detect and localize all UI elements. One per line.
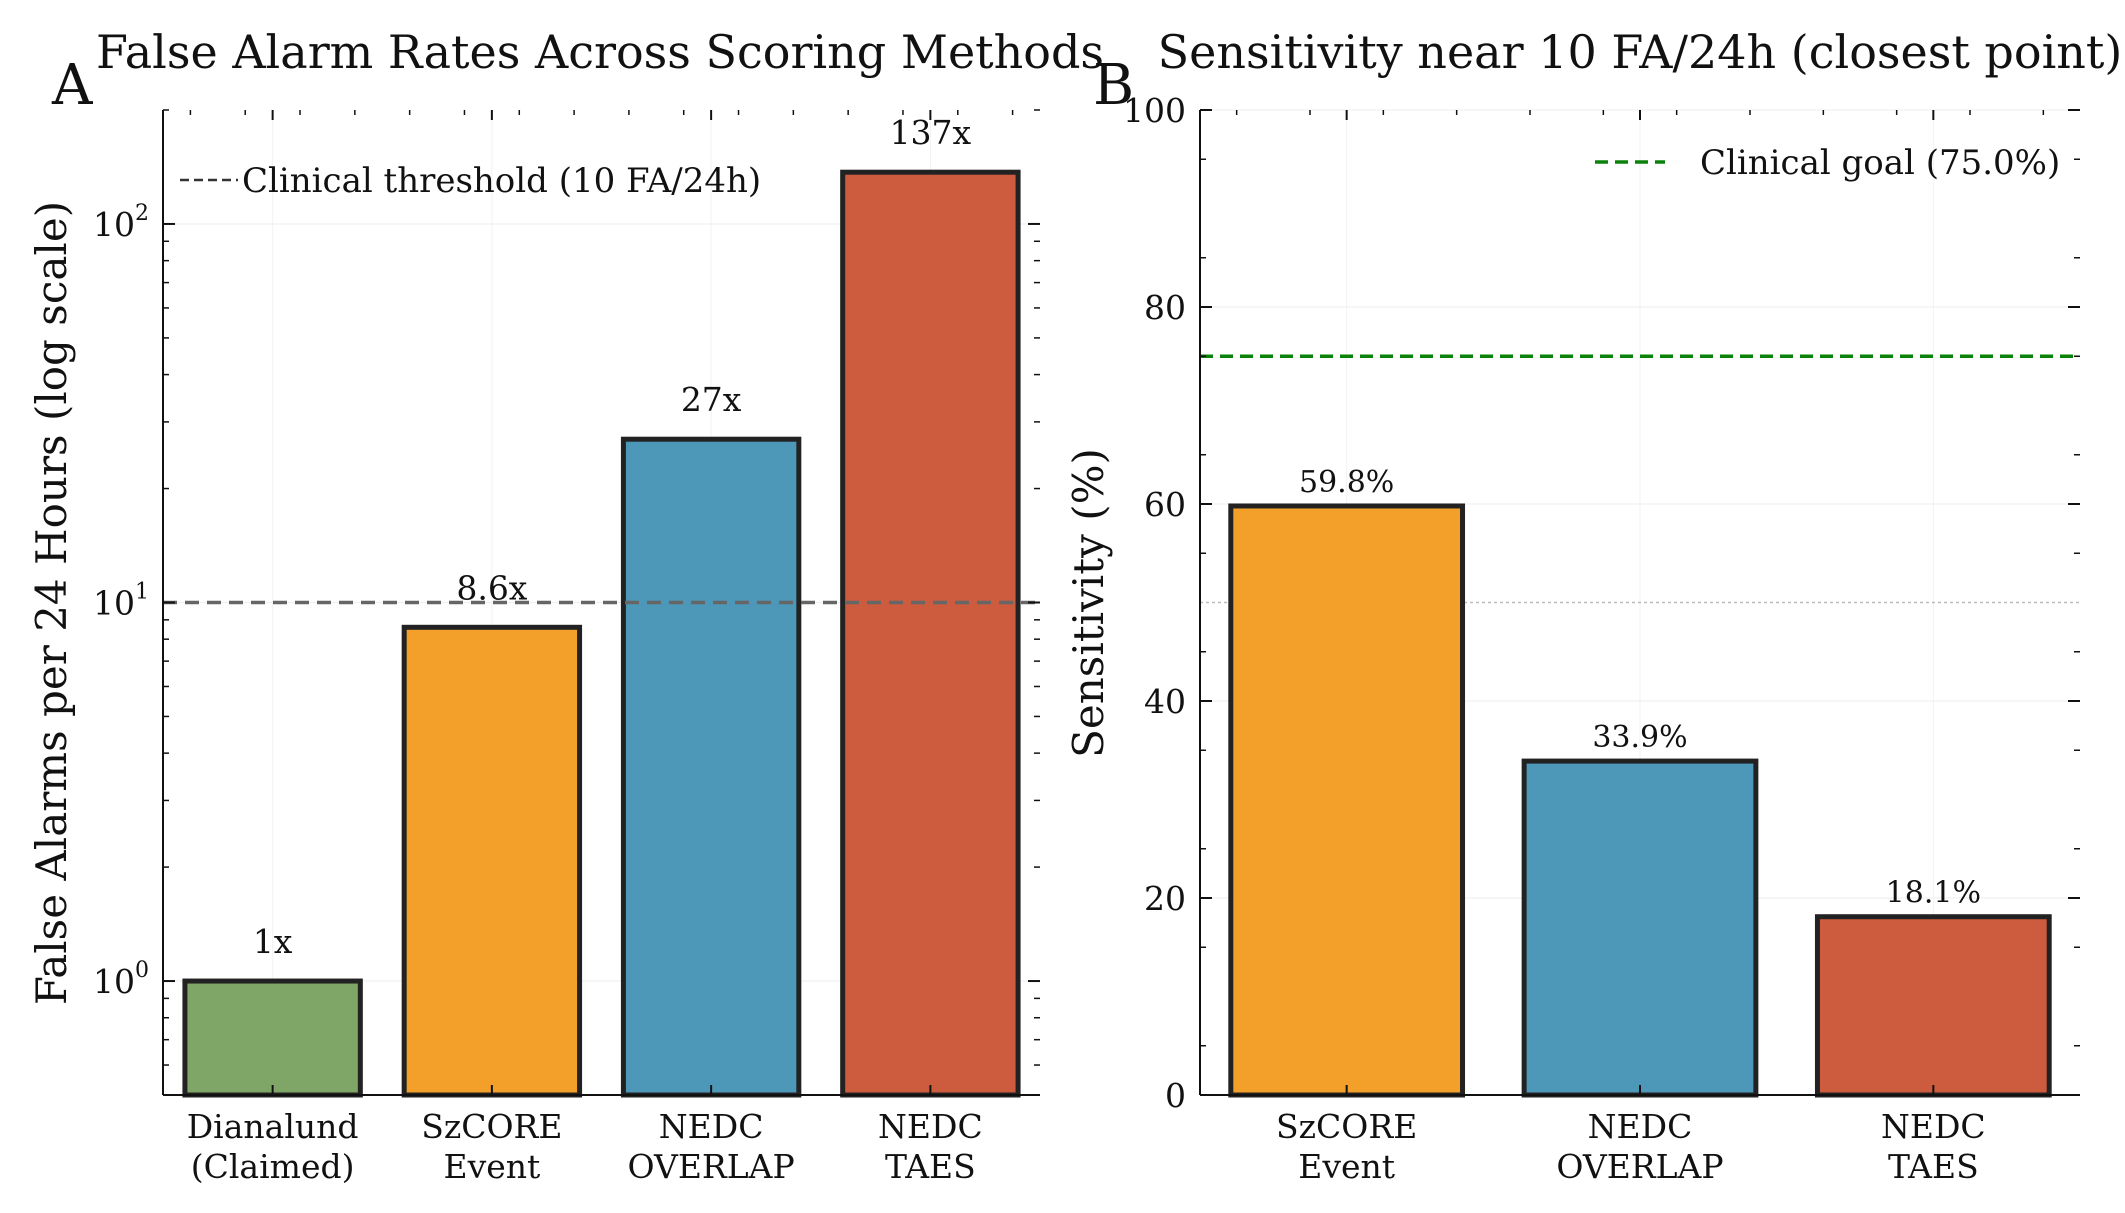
- panel-b-ytick-label: 100: [1123, 91, 1186, 130]
- panel-a-bar: [182, 978, 363, 1098]
- panel-b: B Sensitivity near 10 FA/24h (closest po…: [1064, 25, 2122, 1186]
- panel-b-ytick-label: 40: [1144, 682, 1186, 721]
- panel-b-bar-label: 33.9%: [1592, 720, 1687, 755]
- panel-a-bar: [620, 436, 802, 1098]
- panel-b-category-label: SzCORE: [1276, 1107, 1417, 1146]
- panel-b-bar: [1814, 914, 2052, 1098]
- panel-b-legend-label: Clinical goal (75.0%): [1700, 143, 2060, 183]
- panel-a-bar: [401, 624, 583, 1098]
- panel-b-letter: B: [1093, 53, 1134, 118]
- panel-b-ytick-label: 0: [1165, 1076, 1186, 1115]
- panel-b-bar-label: 59.8%: [1299, 465, 1394, 500]
- panel-a-category-labels: Dianalund(Claimed)SzCOREEventNEDCOVERLAP…: [187, 1107, 983, 1186]
- panel-b-legend: Clinical goal (75.0%): [1595, 143, 2060, 183]
- panel-b-category-label: NEDC: [1588, 1107, 1693, 1146]
- panel-a-ticks: 100 101 102: [93, 109, 1040, 1096]
- panel-b-bar: [1228, 503, 1466, 1098]
- panel-a-bar-label: 137x: [890, 113, 972, 152]
- panel-b-category-label: NEDC: [1881, 1107, 1986, 1146]
- panel-b-title: Sensitivity near 10 FA/24h (closest poin…: [1158, 25, 2123, 79]
- panel-a-ytick-label: 100: [93, 958, 149, 1001]
- panel-a-legend-label: Clinical threshold (10 FA/24h): [242, 161, 761, 201]
- panel-b-bar: [1521, 758, 1759, 1098]
- panel-b-ytick-label: 20: [1144, 879, 1186, 918]
- panel-a-category-label: Event: [443, 1147, 540, 1186]
- panel-a-title: False Alarm Rates Across Scoring Methods: [96, 25, 1104, 79]
- panel-a-bar: [840, 169, 1021, 1098]
- panel-b-category-label: Event: [1298, 1147, 1395, 1186]
- panel-a-bar-label: 8.6x: [456, 568, 527, 607]
- panel-a-ytick-label: 101: [93, 580, 149, 623]
- panel-b-bar-labels: 59.8% 33.9% 18.1%: [1299, 465, 1981, 911]
- panel-a-legend: Clinical threshold (10 FA/24h): [180, 161, 761, 201]
- panel-a-category-label: SzCORE: [421, 1107, 562, 1146]
- panel-a-category-label: OVERLAP: [628, 1147, 795, 1186]
- panel-a-category-label: Dianalund: [187, 1107, 359, 1146]
- panel-a-ylabel: False Alarms per 24 Hours (log scale): [27, 201, 76, 1005]
- panel-a-category-label: TAES: [885, 1147, 976, 1186]
- panel-a-category-label: NEDC: [659, 1107, 764, 1146]
- panel-a-category-label: (Claimed): [191, 1147, 355, 1186]
- panel-b-category-label: TAES: [1888, 1147, 1979, 1186]
- panel-b-ytick-label: 80: [1144, 288, 1186, 327]
- panel-b-ytick-label: 60: [1144, 485, 1186, 524]
- panel-a-bar-label: 1x: [253, 922, 293, 961]
- panel-a-bars: [182, 169, 1021, 1098]
- panel-a-bar-label: 27x: [681, 380, 742, 419]
- panel-a-letter: A: [51, 53, 93, 118]
- panel-a-ytick-label: 102: [93, 201, 149, 244]
- panel-a: A False Alarm Rates Across Scoring Metho…: [27, 25, 1104, 1186]
- panel-b-bar-label: 18.1%: [1886, 876, 1981, 911]
- panel-b-ticks: 0 20 40 60 80 100: [1123, 91, 2080, 1115]
- panel-a-bar-labels: 1x 8.6x 27x 137x: [253, 113, 972, 961]
- panel-b-ylabel: Sensitivity (%): [1064, 448, 1113, 758]
- panel-b-category-label: OVERLAP: [1556, 1147, 1723, 1186]
- panel-a-category-label: NEDC: [878, 1107, 983, 1146]
- panel-b-bars: [1228, 503, 2052, 1098]
